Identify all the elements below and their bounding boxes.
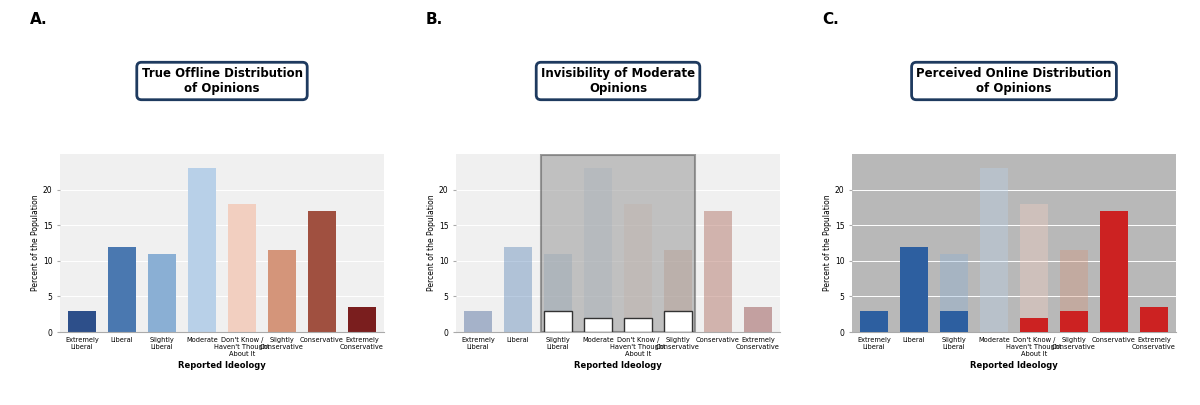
Text: C.: C.: [822, 12, 839, 27]
Bar: [624, 318, 652, 332]
Text: Perceived Online Distribution
of Opinions: Perceived Online Distribution of Opinion…: [917, 67, 1111, 95]
Bar: [1060, 311, 1088, 332]
X-axis label: Reported Ideology: Reported Ideology: [574, 361, 662, 370]
Bar: [308, 211, 336, 332]
Bar: [860, 311, 888, 332]
Bar: [1140, 307, 1168, 332]
Bar: [541, 156, 695, 332]
Text: A.: A.: [30, 12, 48, 27]
Bar: [980, 168, 1008, 332]
Bar: [1020, 204, 1048, 332]
Text: True Offline Distribution
of Opinions: True Offline Distribution of Opinions: [142, 67, 302, 95]
Bar: [544, 254, 572, 332]
Bar: [704, 211, 732, 332]
Bar: [348, 307, 376, 332]
Bar: [544, 311, 572, 332]
Bar: [268, 250, 296, 332]
Bar: [900, 247, 928, 332]
Y-axis label: Percent of the Population: Percent of the Population: [427, 195, 436, 291]
Text: Invisibility of Moderate
Opinions: Invisibility of Moderate Opinions: [541, 67, 695, 95]
Bar: [228, 204, 256, 332]
Bar: [584, 318, 612, 332]
Bar: [108, 247, 136, 332]
X-axis label: Reported Ideology: Reported Ideology: [970, 361, 1058, 370]
Y-axis label: Percent of the Population: Percent of the Population: [31, 195, 40, 291]
Bar: [584, 168, 612, 332]
Bar: [624, 204, 652, 332]
Bar: [940, 254, 968, 332]
Bar: [464, 311, 492, 332]
Text: B.: B.: [426, 12, 443, 27]
Bar: [1100, 211, 1128, 332]
Bar: [664, 250, 692, 332]
Bar: [68, 311, 96, 332]
Bar: [188, 168, 216, 332]
Bar: [1020, 318, 1048, 332]
Bar: [504, 247, 532, 332]
Bar: [664, 311, 692, 332]
X-axis label: Reported Ideology: Reported Ideology: [178, 361, 266, 370]
Bar: [744, 307, 772, 332]
Bar: [940, 311, 968, 332]
Y-axis label: Percent of the Population: Percent of the Population: [823, 195, 832, 291]
Bar: [1060, 250, 1088, 332]
Bar: [148, 254, 176, 332]
